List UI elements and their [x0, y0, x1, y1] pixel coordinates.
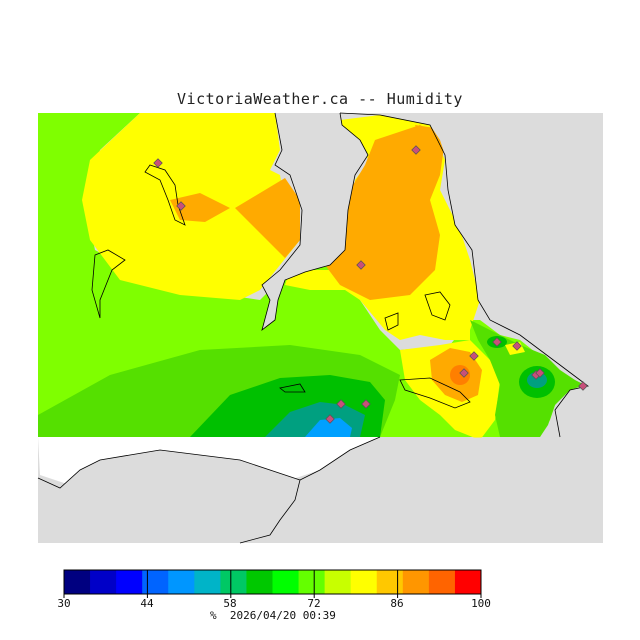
legend-swatch [454, 570, 482, 594]
station-marker [535, 368, 545, 378]
legend-swatch [246, 570, 273, 594]
station-marker [512, 341, 522, 351]
legend-swatch [350, 570, 378, 594]
station-marker [356, 260, 366, 270]
zone-blue [305, 418, 352, 437]
legend-swatch [324, 570, 352, 594]
legend-footer: % 2026/04/20 00:39 [210, 609, 336, 622]
station-marker [578, 381, 588, 391]
legend-swatch [376, 570, 404, 594]
legend-swatch [220, 570, 247, 594]
station-marker [459, 368, 469, 378]
legend-swatch [90, 570, 117, 594]
station-marker [176, 201, 186, 211]
zone-orange-north [325, 125, 445, 300]
timestamp-label: 2026/04/20 00:39 [229, 609, 336, 622]
map-title: VictoriaWeather.ca -- Humidity [177, 90, 463, 108]
station-marker [336, 399, 346, 409]
zone-teal-east [527, 372, 547, 388]
legend-swatch [64, 570, 91, 594]
legend-swatch [402, 570, 430, 594]
legend-tick-label: 72 [307, 597, 321, 610]
legend-tick-label: 86 [390, 597, 404, 610]
legend-tick-label: 44 [140, 597, 154, 610]
water-east-upper [430, 113, 603, 437]
station-marker [411, 145, 421, 155]
water-north-channel [262, 113, 368, 330]
water-strait-south [38, 450, 300, 543]
station-marker [492, 337, 502, 347]
legend-swatch [116, 570, 143, 594]
water-inlet-east [240, 437, 603, 543]
station-marker [325, 414, 335, 424]
station-marker [469, 351, 479, 361]
legend-swatch [168, 570, 195, 594]
legend-tick-label: 58 [223, 597, 237, 610]
station-marker [153, 158, 163, 168]
legend-swatch [298, 570, 326, 594]
weather-stations [153, 145, 588, 424]
coastlines [37, 112, 589, 544]
zone-orange-mid-west [170, 193, 230, 222]
legend-swatch [194, 570, 221, 594]
station-marker [361, 399, 371, 409]
legend-swatch [428, 570, 456, 594]
legend-swatch [142, 570, 169, 594]
legend-tick-label: 100 [471, 597, 491, 610]
zone-orange-mid-east [235, 178, 300, 258]
units-label: % [210, 609, 217, 622]
legend-tick-label: 30 [57, 597, 71, 610]
legend-swatch [272, 570, 300, 594]
